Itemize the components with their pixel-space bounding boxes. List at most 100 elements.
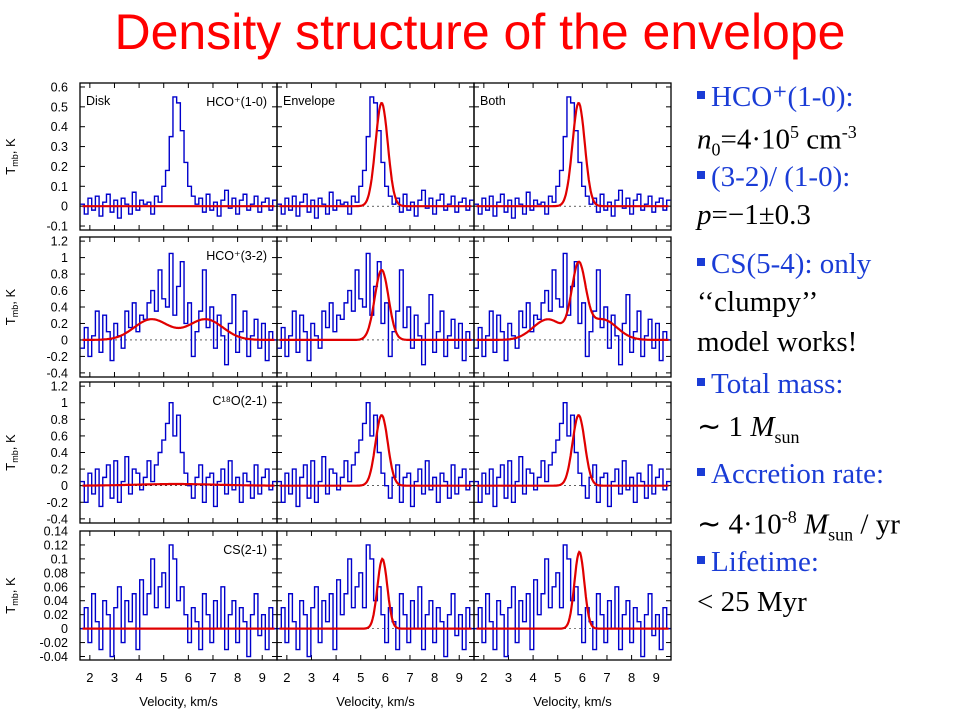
x-tick-label: 6	[579, 670, 586, 685]
bullet-heading-text: Lifetime:	[711, 546, 819, 578]
molecular-line-label: HCO⁺(1-0)	[206, 95, 267, 109]
panel-frame	[473, 381, 672, 524]
x-tick-label: 4	[135, 670, 142, 685]
x-tick-label: 5	[160, 670, 167, 685]
y-tick-label: -0.04	[40, 650, 69, 664]
y-axis-label: Tmb, K	[3, 288, 20, 325]
bullet-heading: HCO⁺(1-0):	[697, 80, 854, 114]
bullet-heading-text: Total mass:	[711, 368, 844, 400]
x-tick-label: 7	[603, 670, 610, 685]
column-label: Both	[480, 94, 506, 108]
y-tick-label: 0.4	[51, 120, 68, 134]
y-tick-label: 0.1	[51, 180, 68, 194]
model-fit	[476, 550, 669, 630]
bullet-heading-text: Accretion rate:	[711, 458, 885, 490]
bullet-text: ‘‘clumpy’’	[697, 286, 819, 318]
y-tick-label: 0.08	[44, 566, 68, 580]
bullet-heading-text: CS(5-4): only	[711, 248, 872, 280]
bullet-text: ∼ 4·10-8 Msun / yr	[697, 507, 900, 545]
x-tick-label: 9	[259, 670, 266, 685]
y-tick-label: 1	[61, 396, 68, 410]
x-tick-label: 4	[332, 670, 339, 685]
observed-spectrum	[80, 96, 277, 219]
y-tick-label: 1	[61, 251, 68, 265]
model-fit	[279, 268, 472, 341]
x-tick-label: 4	[529, 670, 536, 685]
x-axis-label: Velocity, km/s	[139, 694, 218, 709]
y-tick-label: 1.2	[51, 380, 68, 394]
molecular-line-label: CS(2-1)	[223, 543, 267, 557]
x-axis-label: Velocity, km/s	[533, 694, 612, 709]
model-fit	[476, 260, 669, 341]
panel-frame	[276, 381, 475, 524]
y-tick-label: -0.2	[46, 350, 68, 364]
bullet-heading: Lifetime:	[697, 545, 819, 579]
model-fit	[279, 557, 472, 630]
molecular-line-label: C¹⁸O(2-1)	[212, 394, 267, 408]
observed-spectrum	[277, 402, 474, 508]
y-tick-label: 0.6	[51, 429, 68, 443]
y-tick-label: 0.12	[44, 538, 68, 552]
y-tick-label: -0.02	[40, 636, 69, 650]
bullet-text: n0=4·105 cm-3	[697, 122, 857, 160]
x-axis-label: Velocity, km/s	[336, 694, 415, 709]
bullet-heading: Accretion rate:	[697, 457, 884, 491]
x-tick-label: 8	[628, 670, 635, 685]
y-tick-label: 0.2	[51, 160, 68, 174]
y-tick-label: 0.5	[51, 100, 68, 114]
model-fit	[279, 101, 472, 208]
y-tick-label: -0.4	[46, 366, 68, 380]
slide-title: Density structure of the envelope	[114, 4, 846, 60]
bullet-marker-icon	[697, 468, 705, 476]
bullet-marker-icon	[697, 91, 705, 99]
y-tick-label: 0	[61, 200, 68, 214]
bullet-heading: CS(5-4): only	[697, 247, 871, 281]
bullet-heading: (3-2)/ (1-0):	[697, 160, 850, 194]
spectra-grid: -0.1 0 0.1 0.2 0.3 0.4 0.5 0.6 Tmb, K Disk Envelop…	[3, 80, 672, 709]
y-tick-label: 0.1	[51, 552, 68, 566]
y-tick-label: -0.1	[46, 220, 68, 234]
y-tick-label: 0.4	[51, 446, 68, 460]
bullet-heading-text: HCO⁺(1-0):	[711, 81, 854, 113]
y-tick-label: 0.14	[44, 525, 68, 539]
y-tick-label: 0.4	[51, 301, 68, 315]
model-fit	[82, 318, 275, 341]
x-tick-label: 7	[209, 670, 216, 685]
model-fit	[476, 101, 669, 208]
y-tick-label: 0	[61, 622, 68, 636]
molecular-line-label: HCO⁺(3-2)	[206, 249, 267, 263]
x-tick-label: 2	[480, 670, 487, 685]
y-tick-label: 0	[61, 479, 68, 493]
observed-spectrum	[80, 402, 277, 508]
x-tick-label: 6	[382, 670, 389, 685]
column-label: Envelope	[283, 94, 335, 108]
x-tick-label: 7	[406, 670, 413, 685]
bullet-text: model works!	[697, 326, 858, 358]
bullet-heading: Total mass:	[697, 367, 843, 401]
y-tick-label: 0.3	[51, 140, 68, 154]
x-tick-label: 5	[357, 670, 364, 685]
y-tick-label: 0.6	[51, 80, 68, 94]
model-fit	[476, 414, 669, 487]
bullet-marker-icon	[697, 378, 705, 386]
observed-spectrum	[474, 252, 671, 366]
panel-frame	[473, 530, 672, 661]
y-tick-label: -0.2	[46, 496, 68, 510]
bullet-marker-icon	[697, 556, 705, 564]
y-tick-label: 1.2	[51, 235, 68, 249]
x-tick-label: 2	[283, 670, 290, 685]
x-tick-label: 3	[111, 670, 118, 685]
y-tick-label: 0.2	[51, 317, 68, 331]
x-tick-label: 2	[86, 670, 93, 685]
y-tick-label: 0	[61, 333, 68, 347]
y-tick-label: 0.8	[51, 268, 68, 282]
x-tick-label: 5	[554, 670, 561, 685]
x-tick-label: 3	[308, 670, 315, 685]
column-label: Disk	[86, 94, 111, 108]
model-fit	[82, 482, 275, 487]
bullet-text: < 25 Myr	[697, 586, 807, 618]
y-axis-label: Tmb, K	[3, 577, 20, 614]
y-tick-label: 0.6	[51, 284, 68, 298]
y-tick-label: 0.02	[44, 608, 68, 622]
x-tick-label: 9	[456, 670, 463, 685]
